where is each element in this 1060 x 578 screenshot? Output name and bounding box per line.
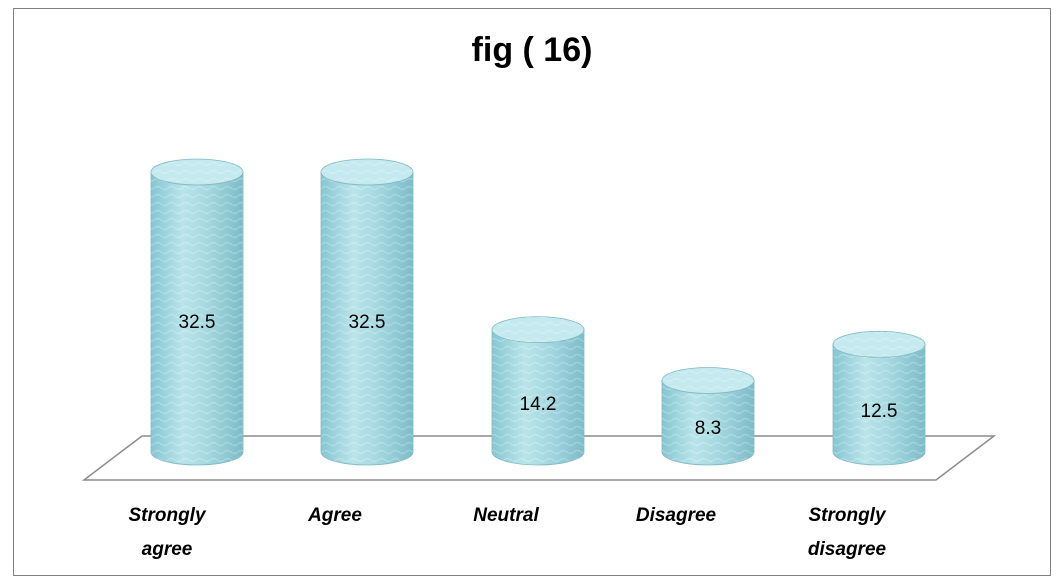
category-label: Disagree [636,505,717,526]
category-label: agree [142,539,193,560]
bar-strongly-agree [150,158,244,466]
labels-layer: 32.5 Strongly agree 32.5 Agree 14.2 Neutral 8.3… [128,312,897,560]
value-label: 14.2 [520,394,557,415]
bars-layer [150,158,926,466]
value-label: 8.3 [695,418,721,439]
category-label: Strongly [808,505,886,526]
bar-agree [320,158,414,466]
bar-strongly-disagree [832,330,926,466]
category-label: Strongly [128,505,206,526]
bar-disagree [661,367,755,466]
value-label: 32.5 [349,312,386,333]
category-label: Neutral [473,505,539,526]
value-label: 12.5 [861,401,898,422]
value-label: 32.5 [179,312,216,333]
chart-title: fig ( 16) [471,31,593,69]
bar-neutral [491,316,585,466]
category-label: disagree [808,539,887,560]
category-label: Agree [307,505,362,526]
